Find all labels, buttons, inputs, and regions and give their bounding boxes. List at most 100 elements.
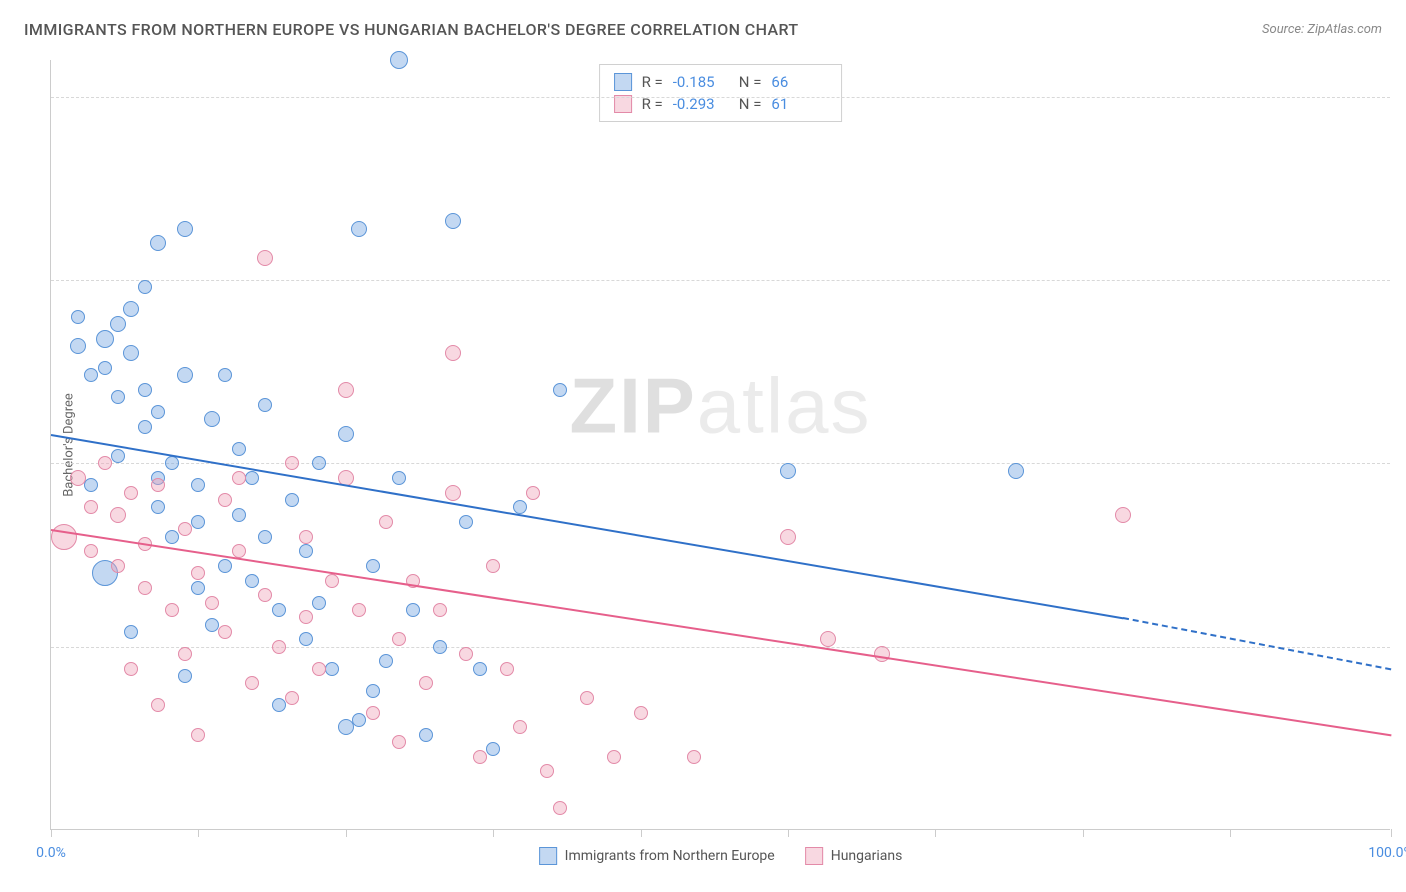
- x-tick: [1391, 829, 1392, 837]
- gridline: [51, 280, 1390, 281]
- data-point: [634, 706, 648, 720]
- data-point: [299, 632, 313, 646]
- data-point: [245, 471, 259, 485]
- data-point: [232, 471, 246, 485]
- data-point: [96, 330, 114, 348]
- data-point: [205, 618, 219, 632]
- data-point: [258, 588, 272, 602]
- data-point: [285, 691, 299, 705]
- legend-label: Hungarians: [831, 848, 903, 864]
- data-point: [338, 719, 354, 735]
- data-point: [191, 581, 205, 595]
- data-point: [218, 368, 232, 382]
- data-point: [111, 449, 125, 463]
- data-point: [1008, 463, 1024, 479]
- gridline: [51, 97, 1390, 98]
- data-point: [687, 750, 701, 764]
- data-point: [325, 574, 339, 588]
- legend-label: Immigrants from Northern Europe: [565, 848, 775, 864]
- data-point: [178, 669, 192, 683]
- data-point: [204, 411, 220, 427]
- data-point: [312, 456, 326, 470]
- data-point: [258, 398, 272, 412]
- data-point: [84, 478, 98, 492]
- blue-swatch-icon: [614, 73, 632, 91]
- data-point: [473, 750, 487, 764]
- data-point: [111, 559, 125, 573]
- data-point: [390, 51, 408, 69]
- data-point: [379, 654, 393, 668]
- data-point: [299, 530, 313, 544]
- data-point: [392, 471, 406, 485]
- data-point: [138, 383, 152, 397]
- data-point: [84, 500, 98, 514]
- data-point: [1115, 507, 1131, 523]
- gridline: [51, 647, 1390, 648]
- series-legend: Immigrants from Northern Europe Hungaria…: [539, 847, 903, 865]
- data-point: [526, 486, 540, 500]
- data-point: [151, 698, 165, 712]
- data-point: [177, 367, 193, 383]
- data-point: [70, 470, 86, 486]
- data-point: [366, 684, 380, 698]
- data-point: [71, 310, 85, 324]
- data-point: [124, 486, 138, 500]
- data-point: [553, 801, 567, 815]
- data-point: [165, 456, 179, 470]
- data-point: [419, 728, 433, 742]
- trend-line: [1123, 617, 1391, 670]
- x-tick: [641, 829, 642, 837]
- data-point: [553, 383, 567, 397]
- data-point: [84, 544, 98, 558]
- data-point: [366, 706, 380, 720]
- data-point: [419, 676, 433, 690]
- data-point: [540, 764, 554, 778]
- data-point: [352, 713, 366, 727]
- y-tick-label: 100.0%: [1398, 89, 1406, 105]
- data-point: [459, 647, 473, 661]
- data-point: [138, 280, 152, 294]
- data-point: [111, 390, 125, 404]
- data-point: [178, 522, 192, 536]
- data-point: [245, 574, 259, 588]
- data-point: [459, 515, 473, 529]
- data-point: [84, 368, 98, 382]
- data-point: [138, 420, 152, 434]
- data-point: [138, 581, 152, 595]
- x-tick: [493, 829, 494, 837]
- data-point: [272, 698, 286, 712]
- data-point: [124, 662, 138, 676]
- data-point: [232, 442, 246, 456]
- data-point: [150, 235, 166, 251]
- data-point: [513, 500, 527, 514]
- data-point: [285, 493, 299, 507]
- data-point: [366, 559, 380, 573]
- data-point: [123, 301, 139, 317]
- data-point: [473, 662, 487, 676]
- data-point: [232, 508, 246, 522]
- data-point: [392, 632, 406, 646]
- data-point: [486, 559, 500, 573]
- data-point: [98, 456, 112, 470]
- pink-swatch-icon: [805, 847, 823, 865]
- data-point: [780, 529, 796, 545]
- data-point: [51, 524, 77, 550]
- data-point: [338, 426, 354, 442]
- trend-line: [51, 529, 1391, 736]
- data-point: [123, 345, 139, 361]
- data-point: [177, 221, 193, 237]
- data-point: [607, 750, 621, 764]
- data-point: [178, 647, 192, 661]
- data-point: [151, 478, 165, 492]
- x-tick: [935, 829, 936, 837]
- data-point: [500, 662, 514, 676]
- data-point: [312, 596, 326, 610]
- data-point: [874, 646, 890, 662]
- data-point: [191, 478, 205, 492]
- data-point: [218, 625, 232, 639]
- data-point: [165, 603, 179, 617]
- x-tick-label: 0.0%: [36, 845, 66, 861]
- data-point: [151, 500, 165, 514]
- data-point: [352, 603, 366, 617]
- data-point: [257, 250, 273, 266]
